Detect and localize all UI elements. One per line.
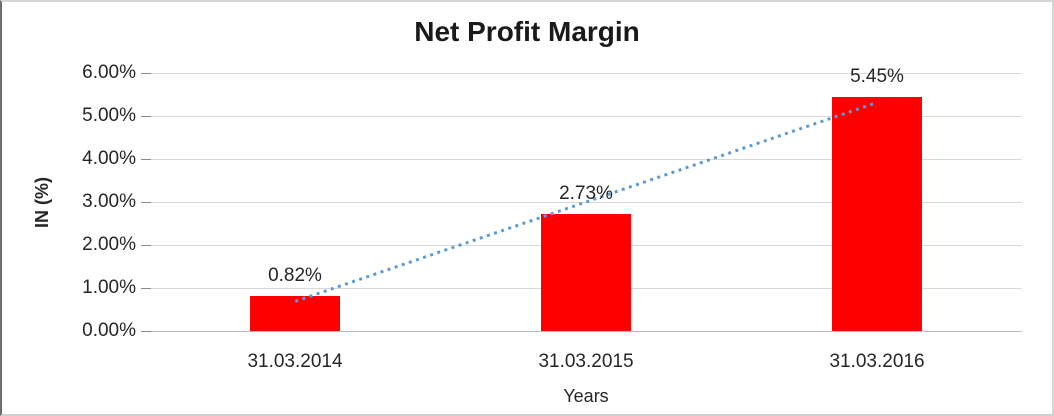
y-axis-title: IN (%) bbox=[30, 132, 54, 272]
y-tick-label: 1.00% bbox=[82, 277, 136, 298]
bar-31.03.2014[interactable] bbox=[250, 296, 340, 331]
y-tick-mark bbox=[141, 159, 151, 160]
y-tick-mark bbox=[141, 331, 151, 332]
x-axis-line bbox=[150, 331, 1022, 332]
data-label: 5.45% bbox=[850, 66, 904, 87]
x-axis-title: Years bbox=[563, 386, 609, 406]
x-category-label: 31.03.2015 bbox=[538, 351, 634, 372]
x-category-label: 31.03.2014 bbox=[247, 351, 343, 372]
bar-31.03.2015[interactable] bbox=[541, 214, 631, 331]
bar-31.03.2016[interactable] bbox=[832, 97, 922, 331]
y-tick-mark bbox=[141, 288, 151, 289]
y-tick-label: 0.00% bbox=[82, 320, 136, 341]
chart-title: Net Profit Margin bbox=[414, 16, 640, 47]
y-tick-mark bbox=[141, 73, 151, 74]
y-tick-label: 2.00% bbox=[82, 234, 136, 255]
y-tick-mark bbox=[141, 202, 151, 203]
y-tick-mark bbox=[141, 245, 151, 246]
y-tick-label: 6.00% bbox=[82, 62, 136, 83]
y-tick-mark bbox=[141, 116, 151, 117]
x-category-label: 31.03.2016 bbox=[829, 351, 925, 372]
gridline bbox=[150, 73, 1022, 74]
y-tick-label: 5.00% bbox=[82, 105, 136, 126]
y-tick-label: 4.00% bbox=[82, 148, 136, 169]
data-label: 0.82% bbox=[268, 265, 322, 286]
y-axis-title-text: IN (%) bbox=[31, 176, 52, 228]
data-label: 2.73% bbox=[559, 183, 613, 204]
y-tick-label: 3.00% bbox=[82, 191, 136, 212]
